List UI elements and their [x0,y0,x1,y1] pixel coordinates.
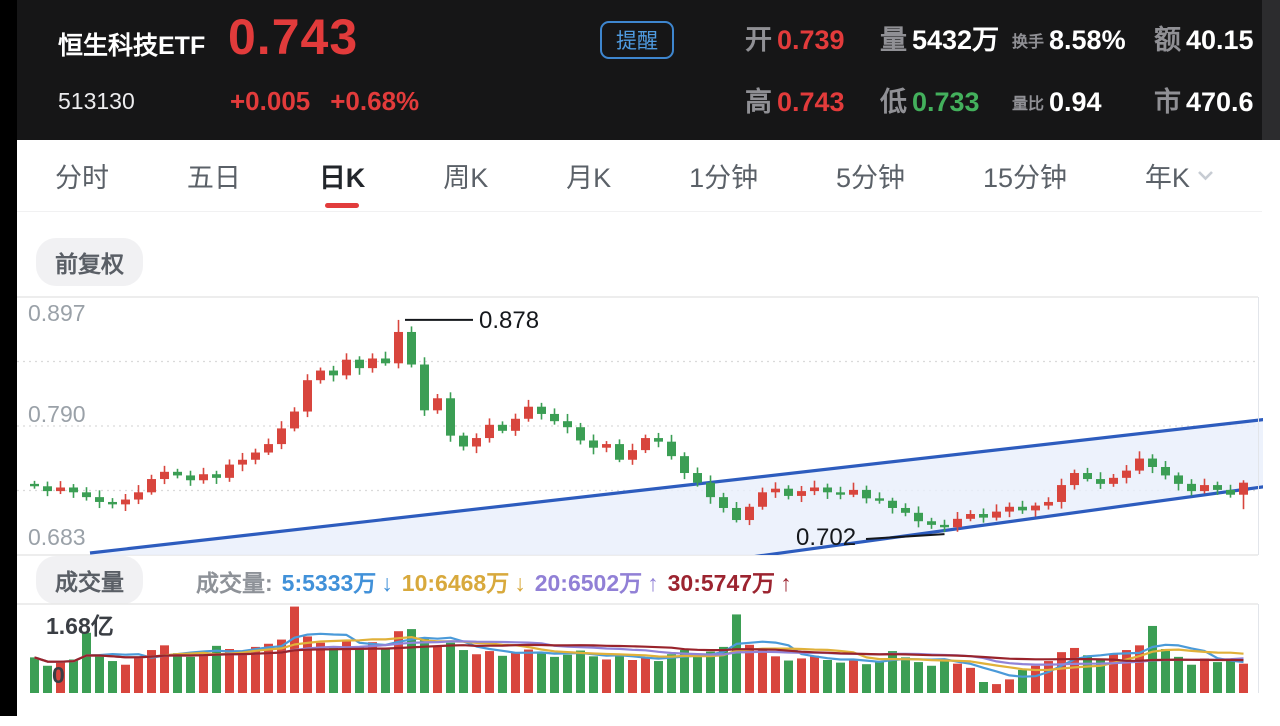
y-axis-label-mid: 0.790 [28,401,86,427]
stat-volume: 量 5432万 [880,22,999,54]
channel-upper-line [89,418,1263,555]
stat-turnover-value: 8.58% [1049,25,1126,55]
tab-yearly-k-label: 年K [1144,163,1190,193]
volume-legend-ma30: 30:5747万 [667,570,776,596]
stat-open: 开 0.739 [745,22,845,54]
stat-amount: 额 40.15 [1154,22,1254,54]
price-change: +0.005 [230,86,311,116]
volume-legend-ma10-arrow: ↓ [514,570,526,596]
tab-timeline-label: 分时 [55,163,109,193]
tab-1-min[interactable]: 1分钟 [689,156,758,195]
alert-button[interactable]: 提醒 [600,21,674,59]
header-right-gutter [1262,0,1280,140]
volume-axis-max: 1.68亿 [46,613,114,639]
low-annotation-label: 0.702 [796,524,856,551]
stat-low-value: 0.733 [912,87,980,117]
tab-1-min-label: 1分钟 [689,163,759,193]
stat-volume-ratio: 量比 0.94 [1012,84,1102,116]
stat-volume-ratio-label: 量比 [1012,96,1045,113]
tab-15-min-label: 15分钟 [982,163,1067,193]
volume-chart[interactable] [0,603,1280,695]
stat-low-label: 低 [880,87,907,117]
volume-ma5-line [34,632,1244,678]
tab-bar: 分时 五日 日K 周K 月K 1分钟 5分钟 15分钟 年K [17,140,1262,212]
low-annotation-line [865,533,945,540]
price-change-row: +0.005 +0.68% [230,86,439,117]
high-annotation-label: 0.878 [479,307,539,334]
stat-high-label: 高 [745,87,772,117]
volume-axis-zero: 0 [52,662,65,688]
tab-five-day[interactable]: 五日 [187,156,241,195]
tab-monthly-k[interactable]: 月K [566,156,611,195]
volume-legend-ma20: 20:6502万 [534,570,643,596]
tab-monthly-k-label: 月K [566,163,612,193]
volume-legend-ma30-arrow: ↑ [780,570,792,596]
stat-volume-value: 5432万 [912,25,1000,55]
tab-5-min[interactable]: 5分钟 [836,156,905,195]
volume-legend-ma5-arrow: ↓ [381,570,393,596]
tab-five-day-label: 五日 [186,163,241,193]
stat-market-cap-value: 470.6 [1186,87,1254,117]
price-change-pct: +0.68% [330,86,420,116]
stat-turnover: 换手 8.58% [1012,22,1126,54]
chevron-down-icon [1197,171,1213,181]
tab-weekly-k-label: 周K [443,163,489,193]
stat-turnover-label: 换手 [1012,34,1045,51]
app-header: 恒生科技ETF 513130 0.743 +0.005 +0.68% 提醒 开 0.… [0,0,1280,140]
tab-daily-k-label: 日K [318,163,366,193]
volume-legend: 成交量: 5:5333万 ↓ 10:6468万 ↓ 20:6502万 ↑ 30:5747万 ↑ [196,564,792,598]
stat-high-value: 0.743 [777,87,845,117]
tab-5-min-label: 5分钟 [836,163,906,193]
volume-bars [30,606,1248,693]
volume-legend-prefix: 成交量: [196,570,273,596]
tab-yearly-k[interactable]: 年K [1145,156,1214,195]
stat-volume-ratio-value: 0.94 [1049,87,1102,117]
y-axis-label-high: 0.897 [28,300,86,326]
stat-market-cap: 市 470.6 [1154,84,1254,116]
volume-legend-ma10: 10:6468万 [401,570,510,596]
tab-daily-k[interactable]: 日K [318,156,366,208]
stock-code: 513130 [58,88,135,114]
stat-high: 高 0.743 [745,84,845,116]
stat-market-cap-label: 市 [1154,87,1181,117]
volume-section-button[interactable]: 成交量 [36,556,143,604]
candlestick-series [30,319,1248,533]
stat-amount-value: 40.15 [1186,25,1254,55]
channel-lower-line [754,485,1263,555]
volume-legend-ma20-arrow: ↑ [647,570,659,596]
volume-legend-ma5: 5:5333万 [281,570,377,596]
stat-volume-label: 量 [880,25,907,55]
stat-low: 低 0.733 [880,84,980,116]
y-axis-label-low: 0.683 [28,524,86,550]
left-edge-strip [0,0,17,716]
tab-15-min[interactable]: 15分钟 [983,156,1067,195]
stock-title: 恒生科技ETF [58,32,206,60]
last-price: 0.743 [228,9,359,65]
adjust-mode-button[interactable]: 前复权 [36,238,143,286]
price-chart[interactable]: 0.878 0.702 [0,296,1280,558]
tab-weekly-k[interactable]: 周K [443,156,488,195]
stat-amount-label: 额 [1154,25,1181,55]
stat-open-label: 开 [745,25,772,55]
tab-timeline[interactable]: 分时 [55,156,109,195]
active-tab-underline [325,203,360,208]
volume-ma30-line [34,643,1244,663]
stat-open-value: 0.739 [777,25,845,55]
